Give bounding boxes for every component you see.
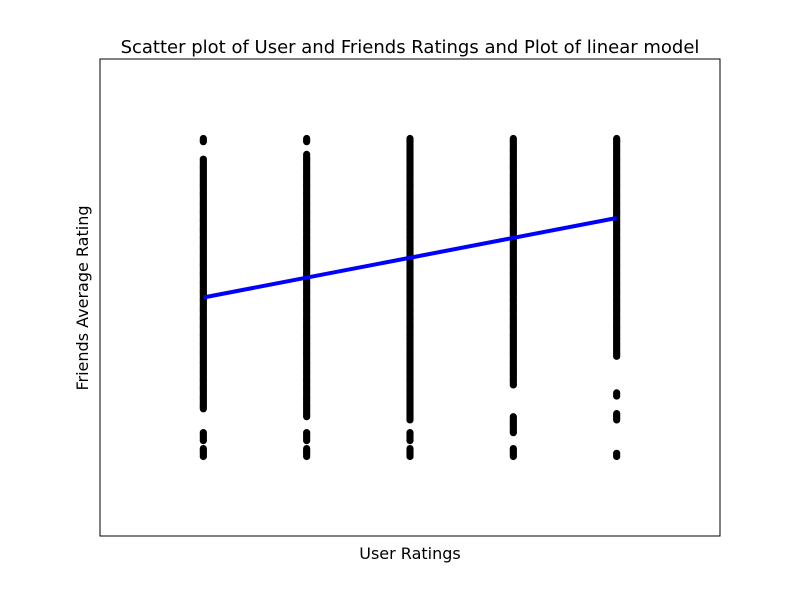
plot-frame bbox=[99, 58, 721, 537]
scatter-point bbox=[613, 449, 621, 457]
scatter-point bbox=[406, 134, 414, 143]
point-column-1 bbox=[199, 134, 207, 461]
scatter-point bbox=[199, 444, 207, 453]
linear-model-line bbox=[202, 216, 618, 300]
scatter-point bbox=[613, 409, 621, 418]
point-column-3 bbox=[406, 134, 414, 461]
scatter-point bbox=[613, 389, 621, 397]
chart-title: Scatter plot of User and Friends Ratings… bbox=[121, 37, 700, 58]
scatter-point bbox=[303, 429, 311, 437]
x-axis-label: User Ratings bbox=[359, 544, 460, 563]
scatter-point bbox=[406, 429, 414, 437]
scatter-point bbox=[613, 134, 621, 143]
scatter-point bbox=[509, 444, 517, 453]
point-column-2 bbox=[303, 134, 311, 461]
linear-model-line-path bbox=[202, 216, 618, 300]
scatter-point bbox=[509, 134, 517, 143]
scatter-points bbox=[199, 134, 621, 461]
point-column-5 bbox=[613, 134, 621, 461]
y-axis-label: Friends Average Rating bbox=[73, 206, 92, 391]
scatter-point bbox=[509, 413, 517, 421]
scatter-point bbox=[199, 155, 207, 163]
scatter-point bbox=[303, 134, 311, 143]
scatter-point bbox=[303, 150, 311, 158]
scatter-point bbox=[406, 444, 414, 453]
scatter-point bbox=[199, 429, 207, 437]
scatter-point bbox=[303, 444, 311, 453]
point-column-4 bbox=[509, 134, 517, 461]
scatter-point bbox=[199, 134, 207, 143]
